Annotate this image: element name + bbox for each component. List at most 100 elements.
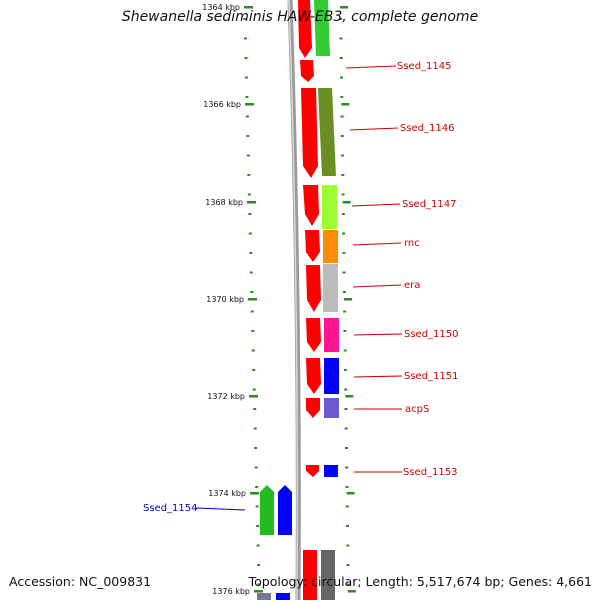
minor-tick [251,330,255,332]
outer-arrow[interactable] [306,465,319,477]
gene-label[interactable]: Ssed_1145 [397,61,452,72]
outer-arrow[interactable] [305,230,320,262]
outer-arrow[interactable] [306,318,321,352]
minor-tick [340,76,344,79]
minor-tick [249,271,253,274]
minor-tick [246,154,250,157]
gene-label[interactable]: acpS [405,404,429,415]
minor-tick [342,252,346,254]
major-tick [346,492,355,495]
gene-acpS[interactable] [324,398,339,418]
gene-label[interactable]: Ssed_1147 [402,199,457,210]
outer-arrow[interactable] [306,265,321,312]
leader-line [352,242,402,246]
minor-tick [340,115,344,118]
gene-label[interactable]: Ssed_1153 [403,467,458,478]
minor-tick [342,232,346,235]
gene-label[interactable]: Ssed_1154 [143,503,198,514]
reverse-block[interactable] [276,593,290,600]
genome-summary: Topology: circular; Length: 5,517,674 bp… [248,574,592,589]
minor-tick [256,544,260,547]
major-tick [345,395,354,398]
minor-tick [245,115,249,118]
gene-Ssed_1151[interactable] [324,358,339,394]
outer-arrow[interactable] [306,398,320,418]
minor-tick [345,505,349,508]
gene-Ssed_1154[interactable] [260,485,274,535]
minor-tick [341,213,345,215]
minor-tick [247,174,251,176]
minor-tick [248,232,252,235]
gene-grey-bottom[interactable] [321,550,335,600]
major-tick [343,298,352,301]
minor-tick [244,76,248,79]
gene-label[interactable]: Ssed_1150 [404,329,459,340]
gene-label[interactable]: Ssed_1151 [404,371,459,382]
gene-Ssed_1147[interactable] [322,185,337,229]
leader-line [349,127,399,131]
tick-label: 1368 kbp [205,198,243,207]
minor-tick [341,193,345,196]
minor-tick [346,564,350,566]
gene-Ssed_1146[interactable] [318,88,336,176]
minor-tick [250,291,254,293]
outer-arrow[interactable] [298,0,312,58]
outer-block[interactable] [303,550,317,600]
tick-label: 1376 kbp [212,587,250,596]
minor-tick [255,505,259,508]
map-title: Shewanella sediminis HAW-EB3, complete g… [121,9,479,25]
tick-label: 1364 kbp [202,3,240,12]
major-tick [254,590,263,593]
major-tick [248,298,257,301]
minor-tick [345,486,349,488]
outer-arrow[interactable] [303,185,319,226]
major-tick [244,6,253,9]
outer-arrow[interactable] [300,60,314,82]
minor-tick [344,427,348,430]
major-tick [250,492,259,495]
major-tick [341,103,350,106]
major-tick [249,395,258,398]
outer-arrow[interactable] [301,88,318,178]
minor-tick [249,252,253,254]
minor-tick [341,154,345,157]
major-tick [247,201,256,204]
gene-Ssed_1153[interactable] [324,465,338,477]
gene-label[interactable]: rnc [404,238,420,249]
reverse-block[interactable] [257,593,271,600]
minor-tick [346,525,349,527]
minor-tick [343,369,347,371]
major-tick [340,6,349,9]
leader-line [352,284,402,288]
minor-tick [252,388,256,391]
reverse-arrow[interactable] [278,485,292,535]
backbone-axis [287,0,301,601]
minor-tick [243,37,247,40]
minor-tick [256,525,260,527]
gene-Ssed_1150[interactable] [324,318,339,352]
minor-tick [254,447,258,449]
tick-label: 1366 kbp [203,100,241,109]
minor-tick [257,583,261,586]
minor-tick [346,544,350,547]
gene-rnc[interactable] [323,230,338,263]
tick-label: 1372 kbp [207,392,245,401]
leader-line [353,375,403,378]
minor-tick [253,427,257,430]
accession-label: Accession: NC_009831 [9,574,152,589]
gene-label[interactable]: Ssed_1146 [400,123,455,134]
minor-tick [253,408,257,410]
outer-arrow[interactable] [306,358,321,394]
minor-tick [345,466,349,469]
minor-tick [247,193,251,196]
gene-Ssed_1145[interactable] [314,0,330,56]
gene-label[interactable]: era [404,280,420,291]
gene-era[interactable] [323,264,338,312]
minor-tick [344,408,348,410]
major-tick [342,201,351,204]
backbone-axis-highlight [288,0,299,601]
minor-tick [340,135,344,137]
leader-line [195,507,246,511]
